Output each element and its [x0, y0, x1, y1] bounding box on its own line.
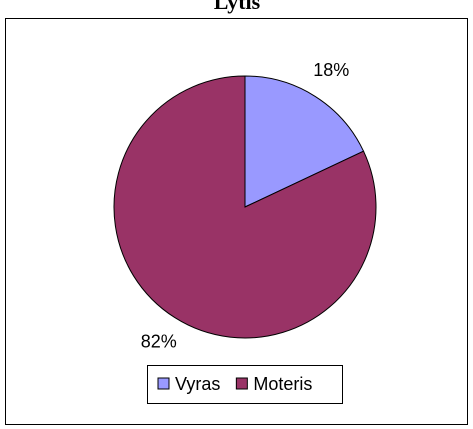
- data-label: 18%: [313, 60, 349, 80]
- legend-label: Vyras: [175, 374, 220, 394]
- legend-label: Moteris: [253, 374, 312, 394]
- chart-title: Lytis: [214, 0, 261, 14]
- data-label: 82%: [141, 332, 177, 352]
- legend-swatch: [157, 377, 170, 390]
- pie-slice: [113, 75, 377, 339]
- legend-swatch: [235, 377, 248, 390]
- pie-slice: [244, 75, 365, 208]
